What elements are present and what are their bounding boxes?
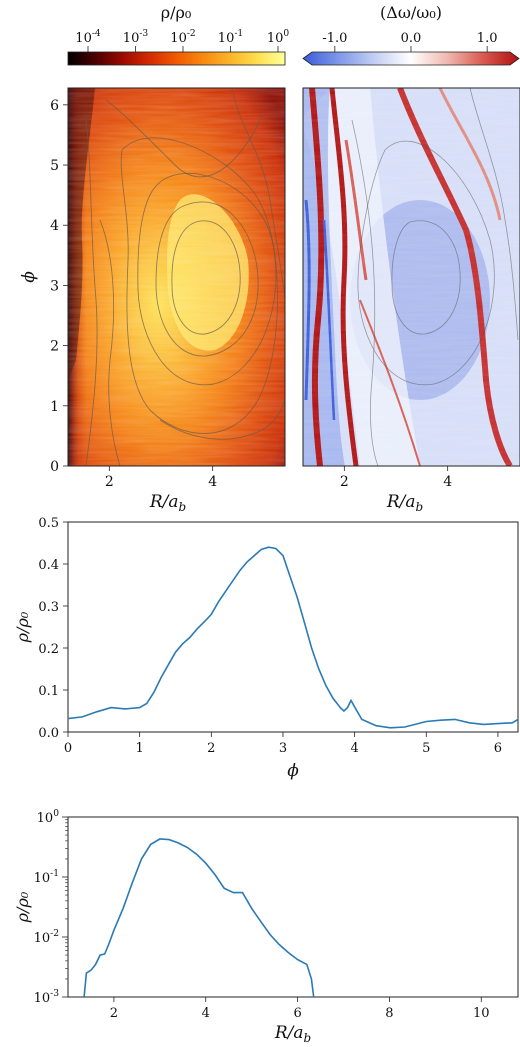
density-colorbar: ρ/ρ₀ 10-4 10-3 10-2 10-1 100 — [67, 3, 289, 66]
frequency-colorbar-tick-label: 1.0 — [477, 31, 498, 46]
frequency-map-image — [303, 88, 520, 466]
density-map-image — [68, 88, 285, 466]
x-tick-label: 4 — [443, 474, 452, 490]
frequency-colorbar-tick-label: -1.0 — [322, 31, 347, 46]
y-tick-label: 4 — [50, 218, 59, 234]
y-tick-label: 0.4 — [38, 558, 59, 573]
y-tick-label: 3 — [50, 278, 59, 294]
radial-profile-line — [83, 838, 315, 997]
density-map-xlabel: R/ab — [149, 492, 186, 514]
density-map-panel: 2 4 0 1 2 3 4 5 6 ϕ R/ab — [19, 87, 286, 514]
x-tick-label: 8 — [385, 1006, 393, 1021]
density-colorbar-ticks: 10-4 10-3 10-2 10-1 100 — [75, 29, 289, 52]
frequency-colorbar: (Δω/ω₀) -1.0 0.0 1.0 — [302, 3, 520, 66]
x-tick-label: 5 — [422, 741, 430, 756]
y-tick-label: 10-1 — [34, 869, 59, 886]
density-contours — [85, 88, 285, 466]
x-tick-label: 6 — [293, 1006, 301, 1021]
x-tick-label: 2 — [105, 474, 114, 490]
radial-profile-axes: 2 4 6 8 10 100 10-1 10-2 10-3 — [34, 809, 490, 1021]
x-tick-label: 1 — [136, 741, 144, 756]
density-colorbar-tick-label: 10-1 — [218, 29, 243, 46]
density-map-axes: 2 4 0 1 2 3 4 5 6 — [50, 98, 217, 490]
density-colorbar-label: ρ/ρ₀ — [161, 3, 192, 22]
x-tick-label: 0 — [64, 741, 72, 756]
y-tick-label: 0.3 — [38, 600, 59, 615]
x-tick-label: 4 — [208, 474, 217, 490]
x-tick-label: 4 — [350, 741, 358, 756]
frequency-colorbar-bar — [302, 51, 520, 66]
y-tick-label: 2 — [50, 339, 59, 355]
radial-profile-ylabel: ρ/ρ₀ — [13, 891, 32, 923]
frequency-map-xlabel: R/ab — [386, 492, 423, 514]
x-tick-label: 3 — [279, 741, 287, 756]
y-tick-label: 0.2 — [38, 642, 59, 657]
density-colorbar-tick-label: 100 — [267, 29, 290, 46]
density-map-ylabel: ϕ — [19, 271, 39, 283]
x-tick-label: 4 — [202, 1006, 210, 1021]
density-colorbar-tick-label: 10-3 — [123, 29, 149, 46]
azimuthal-profile-axes: 0 1 2 3 4 5 6 0.0 0.1 0.2 0.3 0.4 0.5 — [38, 516, 502, 756]
x-tick-label: 2 — [340, 474, 349, 490]
frequency-colorbar-ticks: -1.0 0.0 1.0 — [322, 31, 497, 52]
frequency-colorbar-tick-label: 0.0 — [401, 31, 422, 46]
y-tick-label: 1 — [50, 399, 59, 415]
azimuthal-profile-xlabel: ϕ — [287, 761, 299, 781]
x-tick-label: 2 — [110, 1006, 118, 1021]
density-colorbar-tick-label: 10-4 — [75, 29, 101, 46]
x-tick-label: 2 — [207, 741, 215, 756]
azimuthal-profile-line — [68, 546, 518, 729]
azimuthal-profile-ylabel: ρ/ρ₀ — [13, 611, 32, 643]
frequency-contours — [351, 88, 519, 466]
y-tick-label: 0.0 — [38, 726, 59, 741]
radial-profile-panel: 2 4 6 8 10 100 10-1 10-2 10-3 ρ/ρ₀ R/ab — [13, 809, 519, 1045]
density-colorbar-tick-label: 10-2 — [170, 29, 195, 46]
x-tick-label: 6 — [494, 741, 502, 756]
y-tick-label: 6 — [50, 98, 59, 114]
y-tick-label: 100 — [37, 809, 60, 826]
azimuthal-profile-panel: 0 1 2 3 4 5 6 0.0 0.1 0.2 0.3 0.4 0.5 ρ/ρ₀ ϕ — [13, 516, 519, 781]
x-tick-label: 10 — [473, 1006, 490, 1021]
y-tick-label: 0.5 — [38, 516, 59, 531]
radial-profile-xlabel: R/ab — [274, 1023, 311, 1045]
y-tick-label: 10-3 — [34, 989, 60, 1006]
frequency-colorbar-label: (Δω/ω₀) — [380, 3, 442, 22]
y-tick-label: 5 — [50, 158, 59, 174]
y-tick-label: 0 — [50, 459, 59, 475]
y-tick-label: 0.1 — [38, 684, 59, 699]
density-colorbar-bar — [67, 51, 286, 66]
y-tick-label: 10-2 — [34, 929, 59, 946]
